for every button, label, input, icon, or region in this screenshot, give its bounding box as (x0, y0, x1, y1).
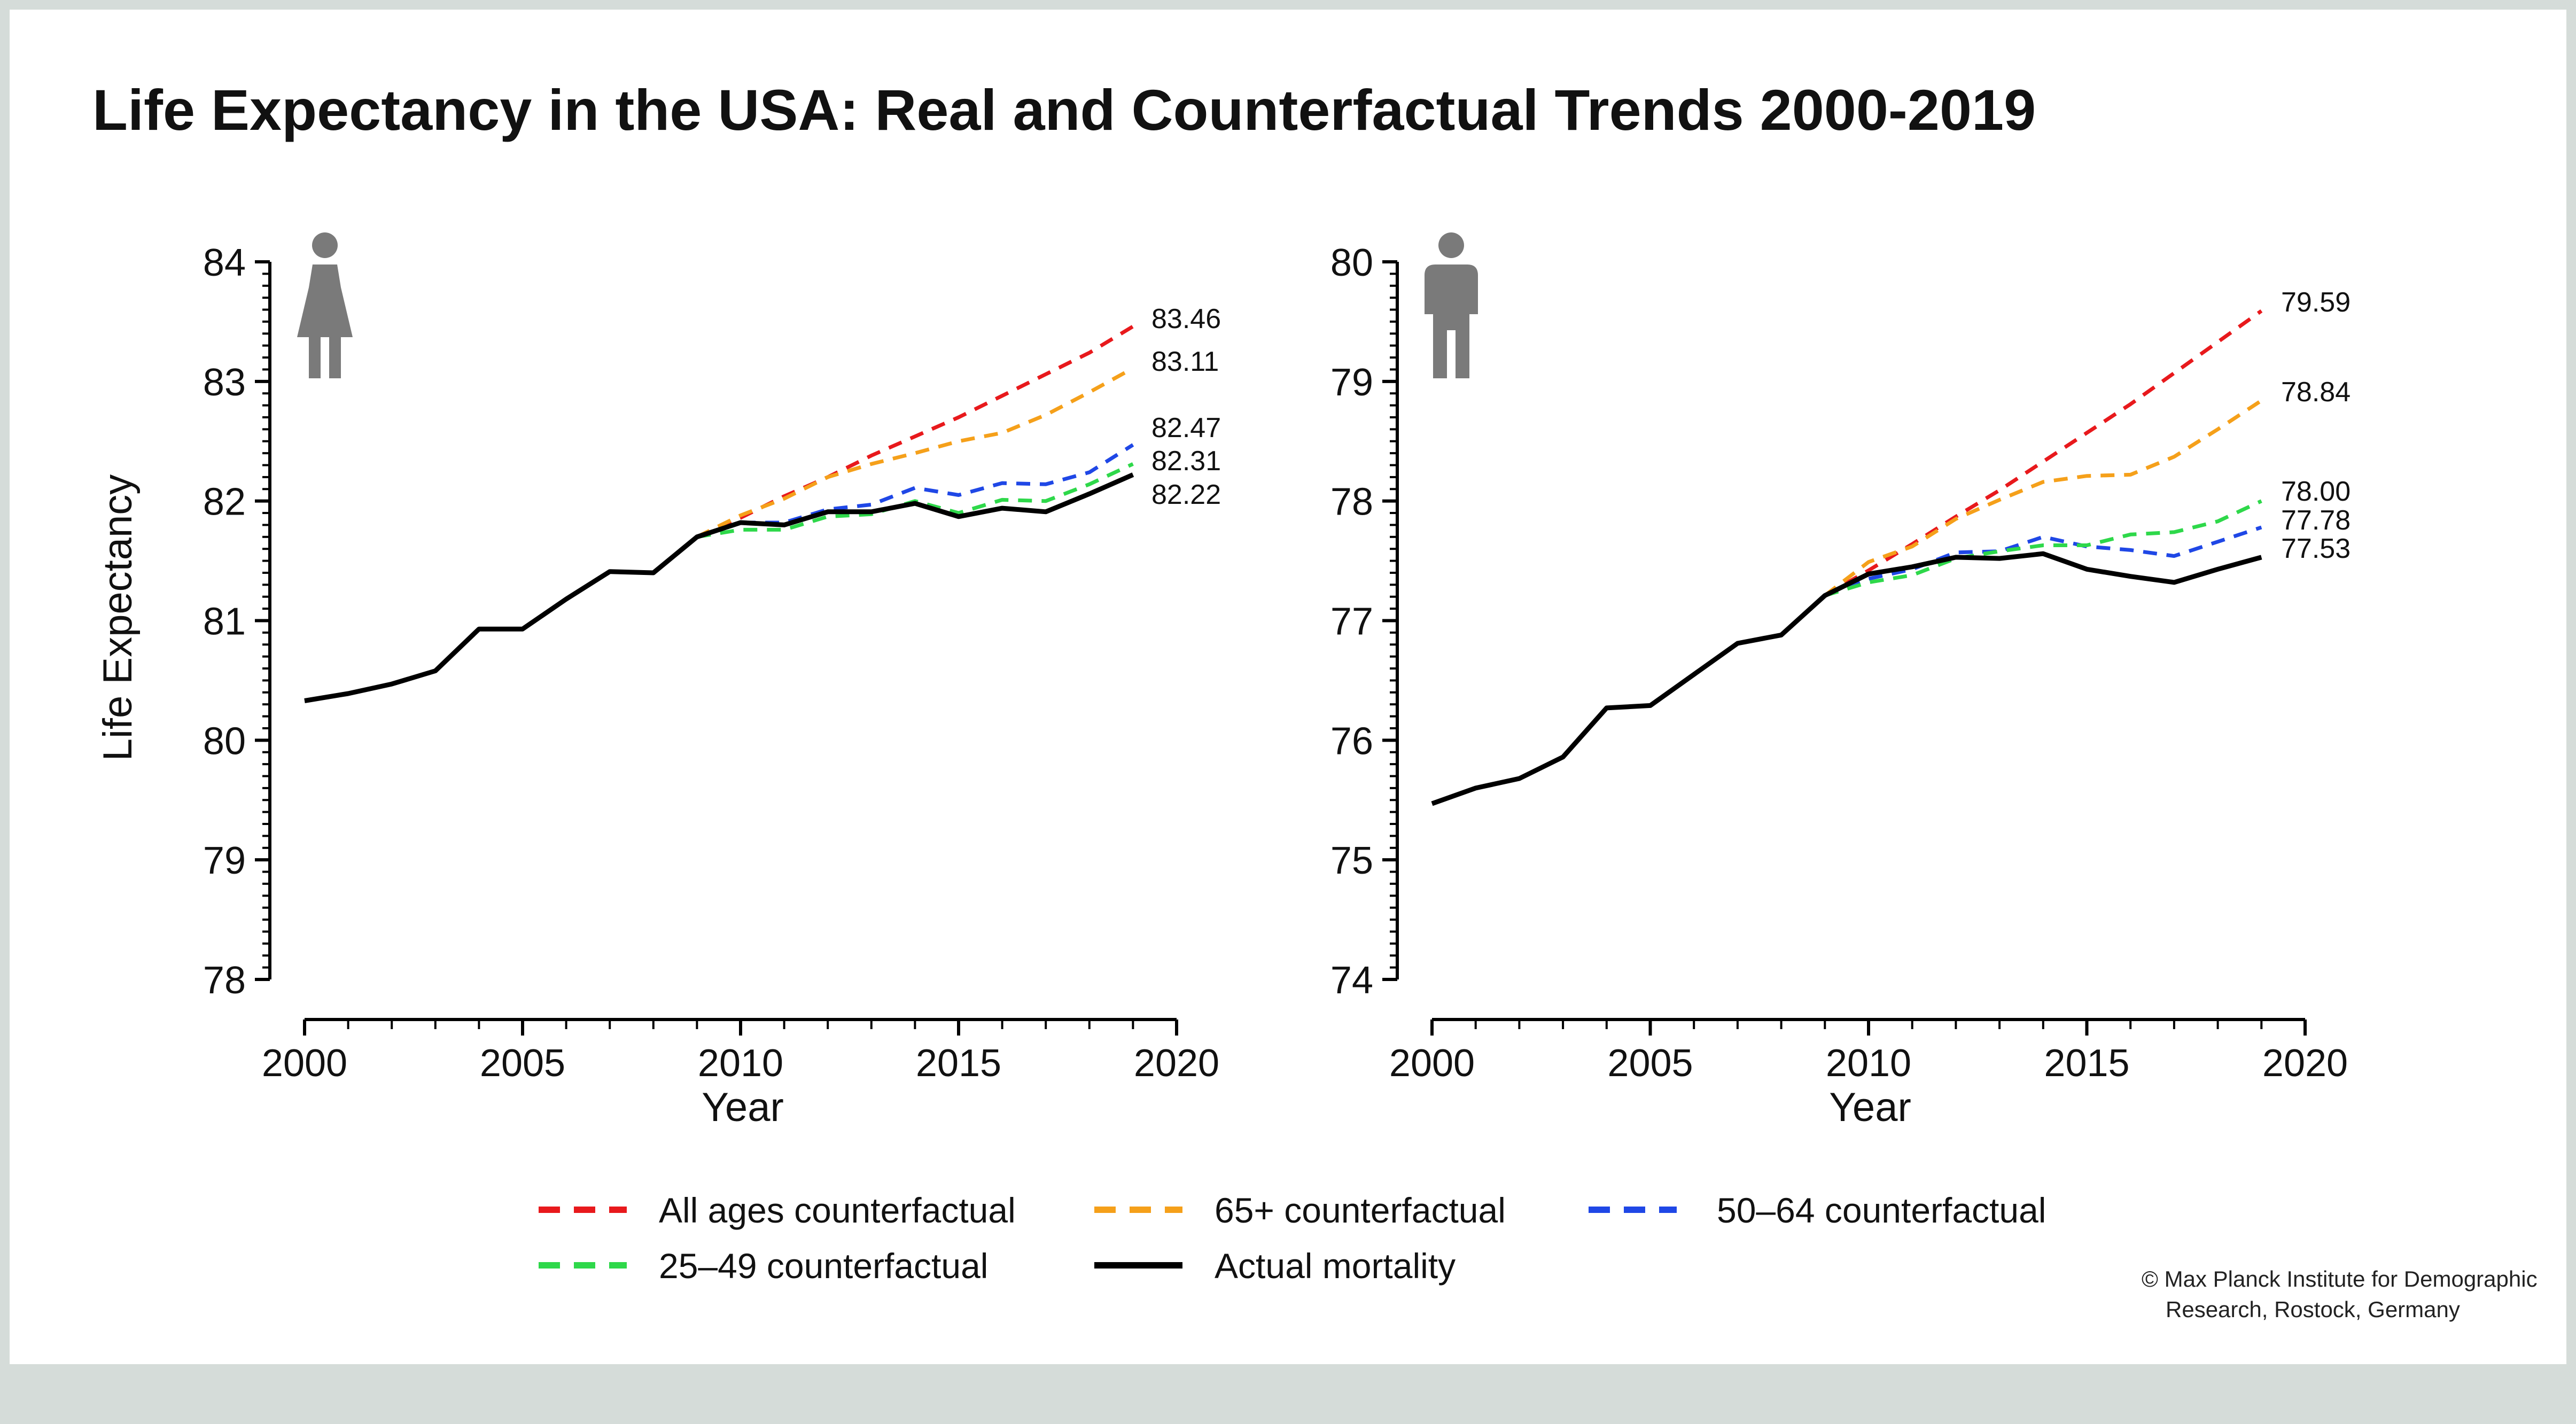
legend-label-all: All ages counterfactual (659, 1190, 1016, 1230)
x-tick-label: 2015 (916, 1042, 1001, 1085)
figure-frame: Life Expectancy in the USA: Real and Cou… (10, 10, 2566, 1364)
legend-label-age25: 25–49 counterfactual (659, 1246, 988, 1286)
series-line-age50 (1824, 525, 2262, 597)
female-panel: 78 79 80 81 82 83 84 2000 2005 2010 2015 2020 83.46 8… (203, 242, 1221, 1085)
end-value-label-age65: 78.84 (2281, 377, 2351, 408)
x-axis-title-female: Year (702, 1085, 784, 1130)
figure-canvas: Life Expectancy in the USA: Real and Cou… (92, 77, 2538, 1322)
y-axis-title: Life Expectancy (95, 474, 141, 761)
x-tick-label: 2005 (480, 1042, 565, 1085)
x-tick-label: 2015 (2044, 1042, 2129, 1085)
y-tick-label: 79 (1330, 361, 1373, 404)
end-value-label-age50: 82.47 (1151, 413, 1221, 443)
series-line-age25 (1824, 499, 2262, 597)
y-tick-label: 76 (1330, 720, 1373, 762)
legend-label-age50: 50–64 counterfactual (1717, 1190, 2046, 1230)
chart-title: Life Expectancy in the USA: Real and Cou… (92, 77, 2036, 142)
legend-label-age65: 65+ counterfactual (1215, 1190, 1506, 1230)
y-tick-label: 74 (1330, 959, 1373, 1002)
series-line-actual (304, 472, 1134, 703)
credit-line-1: © Max Planck Institute for Demographic (2142, 1266, 2538, 1291)
y-tick-label: 80 (203, 720, 246, 762)
female-person-icon (297, 232, 353, 378)
y-tick-label: 79 (203, 839, 246, 882)
y-tick-label: 78 (203, 959, 246, 1002)
end-value-label-actual: 82.22 (1151, 479, 1221, 510)
legend-label-actual: Actual mortality (1215, 1246, 1456, 1286)
x-tick-label: 2005 (1607, 1042, 1693, 1085)
y-tick-label: 77 (1330, 601, 1373, 643)
legend: All ages counterfactual 65+ counterfactu… (539, 1190, 2046, 1286)
x-tick-label: 2020 (1134, 1042, 1219, 1085)
y-tick-label: 84 (203, 242, 246, 284)
y-tick-label: 78 (1330, 481, 1373, 524)
x-tick-label: 2010 (698, 1042, 783, 1085)
end-value-label-all: 79.59 (2281, 287, 2351, 318)
series-line-age65 (696, 367, 1134, 539)
y-tick-label: 75 (1330, 839, 1373, 882)
end-value-label-age25: 78.00 (2281, 476, 2351, 507)
y-tick-label: 83 (203, 361, 246, 404)
credit-line-2: Research, Rostock, Germany (2166, 1297, 2460, 1322)
end-value-label-age50: 77.78 (2281, 505, 2351, 536)
series-line-actual (1431, 551, 2262, 806)
x-tick-label: 2000 (262, 1042, 347, 1085)
y-tick-label: 81 (203, 601, 246, 643)
y-tick-label: 80 (1330, 242, 1373, 284)
y-tick-label: 82 (203, 481, 246, 524)
end-value-label-all: 83.46 (1151, 304, 1221, 334)
male-person-icon (1425, 232, 1478, 378)
end-value-label-age65: 83.11 (1151, 346, 1219, 377)
x-tick-label: 2010 (1826, 1042, 1911, 1085)
x-tick-label: 2000 (1389, 1042, 1475, 1085)
end-value-label-age25: 82.31 (1151, 446, 1221, 477)
series-line-age65 (1824, 399, 2263, 597)
end-value-label-actual: 77.53 (2281, 533, 2351, 564)
x-axis-title-male: Year (1829, 1085, 1911, 1130)
series-line-all (1824, 309, 2263, 597)
x-tick-label: 2020 (2262, 1042, 2348, 1085)
male-panel: 74 75 76 77 78 79 80 2000 2005 2010 2015 2020 79.59 7… (1330, 242, 2351, 1085)
